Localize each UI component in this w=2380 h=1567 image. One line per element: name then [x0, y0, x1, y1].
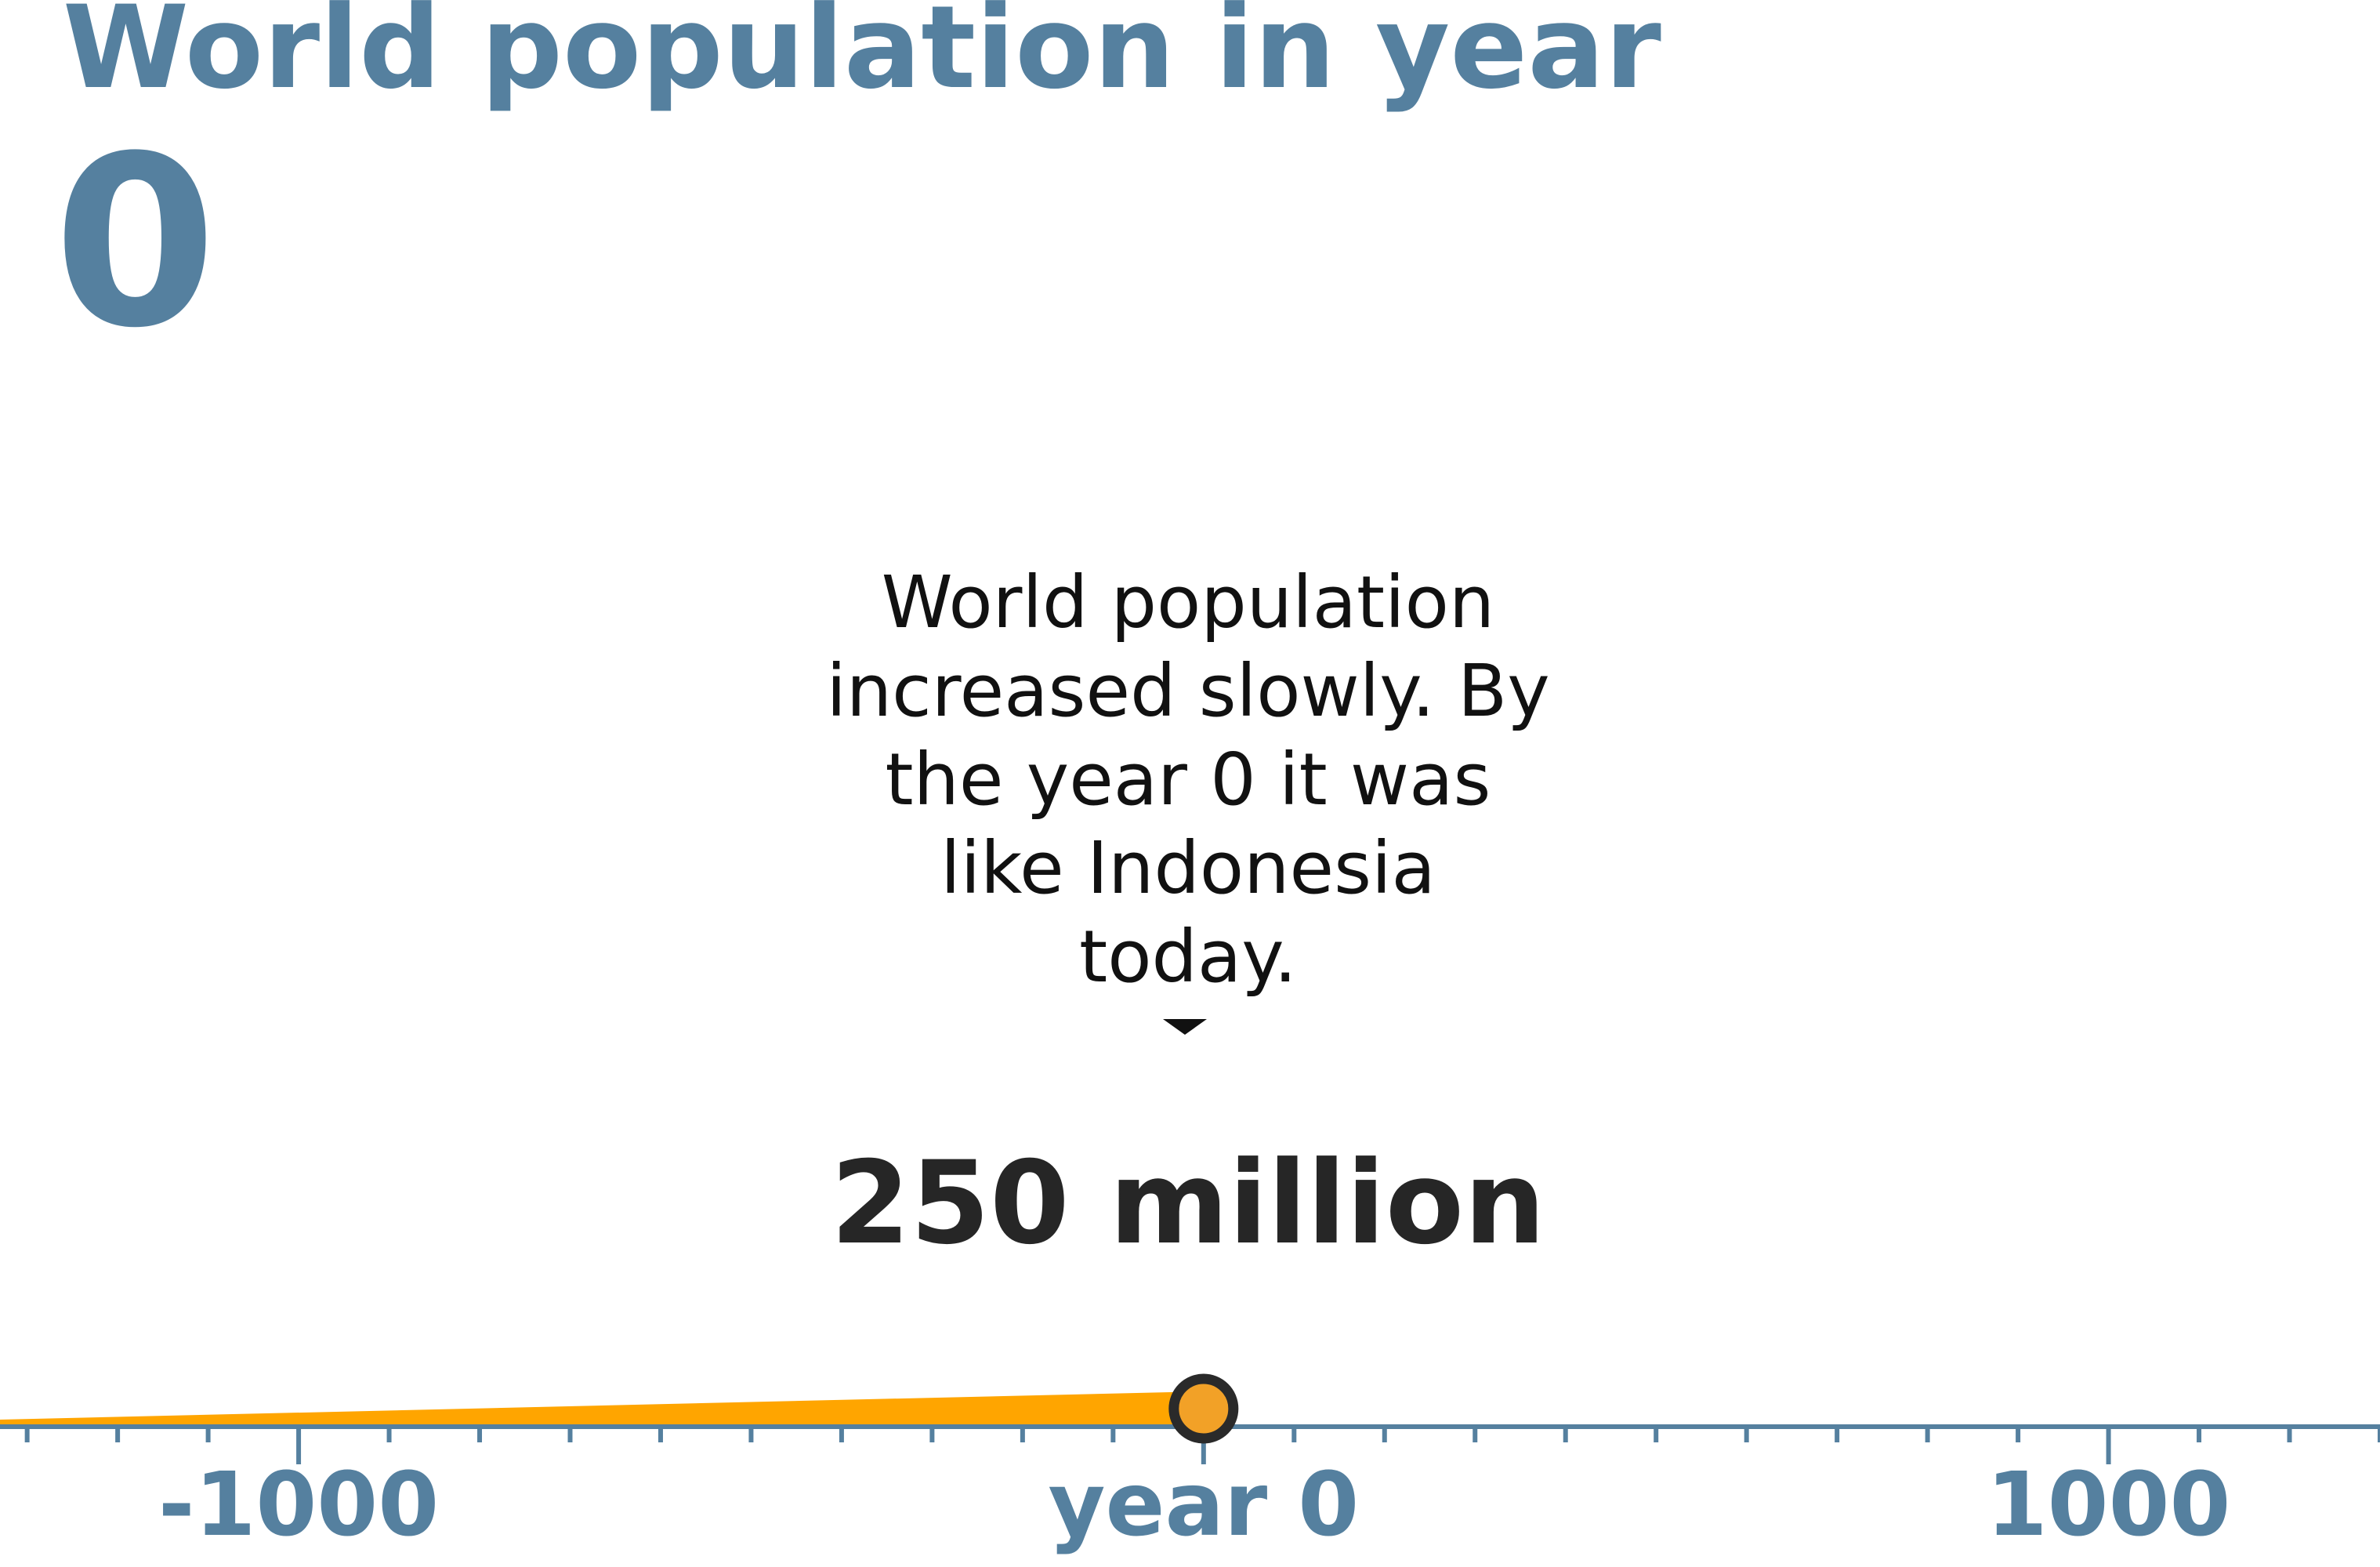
series-area — [0, 1391, 1204, 1427]
current-year: 0 — [53, 106, 217, 379]
current-point-marker — [1168, 1373, 1239, 1444]
marker-layer — [1168, 1373, 1239, 1444]
x-tick-label: year 0 — [1048, 1454, 1359, 1556]
annotation-line: World population — [881, 560, 1495, 644]
annotation-pointer-icon — [1163, 1019, 1207, 1035]
current-value-label: 250 million — [830, 1137, 1546, 1270]
annotation-line: like Indonesia — [940, 826, 1436, 910]
annotation-line: increased slowly. By — [826, 649, 1550, 733]
annotation-line: today. — [1079, 915, 1297, 999]
annotation-text: World population increased slowly. By th… — [820, 558, 1556, 1001]
series-area-layer — [0, 1391, 1204, 1427]
x-axis: -1000 year 0 1000 — [0, 1424, 2380, 1556]
x-tick-label: -1000 — [158, 1454, 439, 1556]
page-title: World population in year — [63, 0, 1661, 114]
x-tick-label: 1000 — [1987, 1454, 2231, 1556]
annotation-line: the year 0 it was — [885, 738, 1491, 822]
